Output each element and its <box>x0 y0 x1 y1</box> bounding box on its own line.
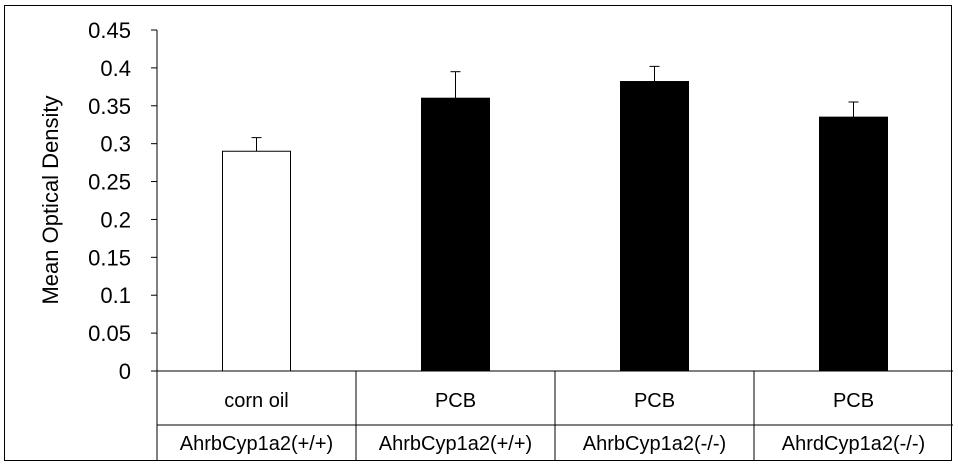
y-tick-label: 0 <box>119 359 131 384</box>
category-label-line1: PCB <box>435 390 476 412</box>
bar <box>421 97 490 372</box>
bar <box>222 150 291 372</box>
bar <box>819 116 888 372</box>
y-tick-label: 0.4 <box>100 56 131 81</box>
x-axis: corn oil AhrbCyp1a2(+/+) PCB AhrbCyp1a2(+/+… <box>151 370 953 460</box>
category-label-line2: AhrbCyp1a2(+/+) <box>180 433 333 455</box>
y-tick-label: 0.25 <box>88 170 131 195</box>
y-tick-label: 0.05 <box>88 321 131 346</box>
category-label-line2: AhrbCyp1a2(+/+) <box>379 433 532 455</box>
category-label-line1: corn oil <box>224 390 288 412</box>
y-axis: 0 0.05 0.1 0.15 0.2 0.25 0.3 0.35 0.4 0.45 <box>88 18 158 384</box>
y-tick-label: 0.15 <box>88 245 131 270</box>
bars <box>222 65 888 372</box>
category-label-line1: PCB <box>634 390 675 412</box>
category-label-line1: PCB <box>833 390 874 412</box>
bar <box>620 81 689 372</box>
y-axis-title: Mean Optical Density <box>38 95 63 304</box>
y-tick-label: 0.45 <box>88 18 131 43</box>
category-label-line2: AhrbCyp1a2(-/-) <box>583 433 726 455</box>
y-tick-label: 0.3 <box>100 132 131 157</box>
category-label-line2: AhrdCyp1a2(-/-) <box>782 433 925 455</box>
y-tick-label: 0.35 <box>88 94 131 119</box>
y-tick-label: 0.2 <box>100 207 131 232</box>
y-tick-label: 0.1 <box>100 283 131 308</box>
